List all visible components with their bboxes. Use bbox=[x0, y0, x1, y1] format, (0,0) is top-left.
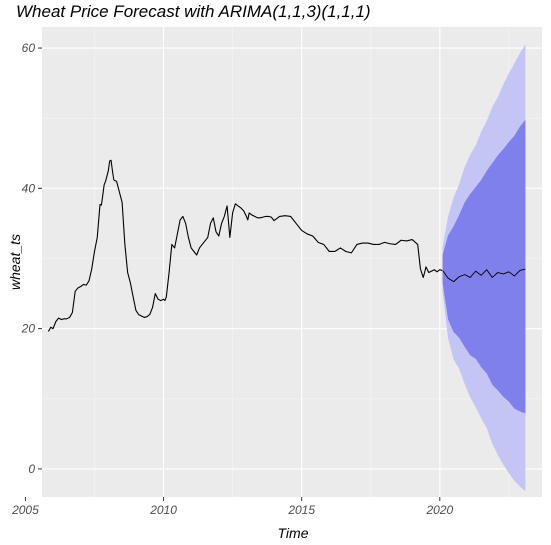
y-tick-label: 20 bbox=[21, 322, 36, 336]
grid-lines bbox=[24, 27, 542, 497]
axis-ticks: 2005 2010 2015 2020 0 20 40 60 bbox=[11, 41, 453, 517]
x-axis-title: Time bbox=[278, 525, 309, 541]
y-tick-label: 60 bbox=[22, 41, 36, 55]
x-tick-label: 2015 bbox=[287, 503, 315, 517]
x-tick-label: 2005 bbox=[11, 503, 39, 517]
history-line bbox=[47, 159, 443, 332]
y-axis-title: wheat_ts bbox=[7, 234, 23, 290]
chart-title: Wheat Price Forecast with ARIMA(1,1,3)(1… bbox=[16, 2, 371, 21]
pi-80-band bbox=[442, 119, 526, 414]
x-tick-label: 2020 bbox=[425, 503, 453, 517]
y-tick-label: 40 bbox=[22, 181, 36, 195]
prediction-intervals bbox=[442, 44, 526, 492]
y-tick-label: 0 bbox=[28, 462, 35, 476]
x-tick-label: 2010 bbox=[149, 503, 177, 517]
series-lines bbox=[47, 159, 526, 332]
forecast-mean-line bbox=[442, 268, 526, 283]
